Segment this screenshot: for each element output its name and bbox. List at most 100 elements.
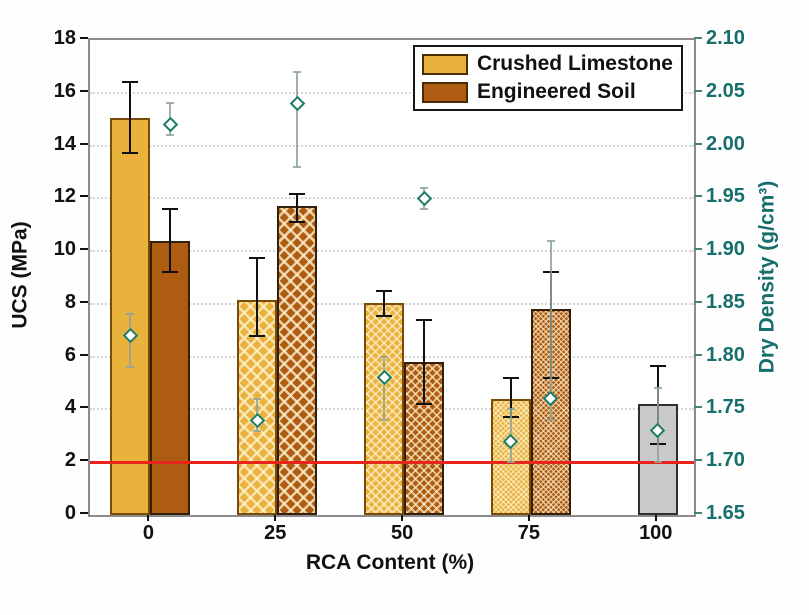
left-axis-tick-14 (80, 142, 88, 145)
plot-area: Crushed Limestone Engineered Soil (88, 38, 696, 517)
x-tick-label-100: 100 (639, 522, 673, 544)
left-axis-tick-6 (80, 353, 88, 356)
error-cap-top-50-es (416, 318, 433, 321)
density-diamond-icon-0-es (162, 116, 179, 133)
bar-25-es (277, 206, 318, 515)
density-cap-bottom-75-cl (506, 461, 515, 464)
gridline-10 (90, 250, 694, 253)
left-axis-tick-0 (80, 512, 88, 514)
left-axis-tick-12 (80, 195, 88, 198)
left-tick-label-14: 14 (53, 132, 76, 155)
right-tick-label-2.00: 2.00 (706, 132, 745, 155)
legend-item-engineered-soil: Engineered Soil (421, 79, 673, 105)
left-tick-label-16: 16 (53, 79, 76, 102)
density-cap-top-25-es (293, 70, 302, 73)
error-cap-bottom-50-cl (376, 314, 393, 317)
right-axis-tick-1.95 (694, 195, 702, 198)
density-cap-top-75-cl (506, 408, 515, 411)
left-tick-label-18: 18 (53, 27, 76, 49)
x-axis-tick-0 (147, 515, 150, 521)
right-axis-tick-2.00 (694, 142, 702, 145)
left-tick-label-6: 6 (64, 343, 76, 366)
reference-line (90, 460, 694, 464)
density-cap-bottom-75-es (546, 419, 555, 421)
density-error-50-cl (383, 356, 386, 420)
density-cap-bottom-25-cl (253, 429, 262, 432)
density-diamond-icon-50-es (416, 190, 432, 207)
right-tick-label-2.10: 2.10 (706, 27, 745, 49)
right-axis-tick-2.10 (694, 37, 702, 39)
x-tick-label-50: 50 (390, 522, 414, 544)
legend-box: Crushed Limestone Engineered Soil (412, 45, 683, 111)
density-cap-top-0-cl (126, 313, 135, 316)
right-axis-tick-1.80 (694, 353, 702, 356)
density-error-75-es (549, 240, 552, 420)
density-cap-top-25-cl (253, 397, 262, 400)
left-tick-label-12: 12 (53, 185, 76, 208)
density-error-25-es (296, 71, 299, 167)
legend-item-crushed-limestone: Crushed Limestone (421, 51, 673, 77)
error-cap-bottom-50-es (416, 403, 433, 406)
error-bar-50-es (423, 319, 426, 405)
error-bar-50-cl (383, 290, 386, 316)
error-cap-top-25-es (289, 193, 306, 196)
gridline-12 (90, 197, 694, 200)
right-axis-tick-1.85 (694, 300, 702, 303)
legend-label-crushed-limestone: Crushed Limestone (476, 52, 673, 75)
right-tick-label-1.80: 1.80 (706, 343, 745, 366)
x-tick-label-75: 75 (517, 522, 541, 544)
error-cap-top-0-es (162, 207, 179, 210)
left-axis-tick-8 (80, 300, 88, 303)
error-bar-75-cl (509, 377, 512, 418)
density-axis-title: Dry Density (g/cm³) (755, 180, 778, 374)
bar-50-es (404, 361, 445, 515)
right-axis-tick-1.65 (694, 512, 702, 514)
error-cap-bottom-25-cl (249, 334, 266, 337)
right-axis-tick-1.70 (694, 459, 702, 462)
error-cap-top-50-cl (376, 289, 393, 292)
right-tick-label-1.95: 1.95 (706, 185, 745, 208)
density-cap-top-50-es (420, 186, 429, 189)
engineered-soil-swatch (421, 81, 468, 103)
density-cap-top-75-es (546, 239, 555, 242)
right-tick-label-2.05: 2.05 (706, 79, 745, 102)
density-cap-top-50-cl (380, 355, 389, 358)
gridline-14 (90, 144, 694, 147)
error-cap-top-0-cl (122, 81, 139, 84)
right-tick-label-1.90: 1.90 (706, 238, 745, 261)
density-cap-bottom-0-es (166, 134, 175, 136)
density-cap-bottom-25-es (293, 165, 302, 168)
right-tick-label-1.70: 1.70 (706, 449, 745, 472)
density-cap-bottom-100-rca (653, 461, 662, 464)
left-axis-tick-16 (80, 89, 88, 92)
left-axis-tick-10 (80, 248, 88, 251)
left-tick-label-0: 0 (64, 502, 76, 524)
right-axis-tick-1.75 (694, 406, 702, 409)
density-cap-bottom-50-es (420, 207, 429, 210)
right-tick-label-1.65: 1.65 (706, 502, 745, 524)
ucs-axis-title: UCS (MPa) (8, 221, 31, 329)
left-axis-tick-18 (80, 37, 88, 39)
error-bar-0-cl (129, 82, 132, 154)
x-axis-title: RCA Content (%) (305, 551, 475, 574)
density-cap-bottom-0-cl (126, 366, 135, 369)
left-tick-label-10: 10 (53, 238, 76, 261)
error-cap-bottom-0-cl (122, 152, 139, 155)
right-axis-tick-2.05 (694, 89, 702, 92)
density-diamond-icon-25-es (289, 95, 306, 112)
error-cap-top-75-cl (502, 376, 519, 379)
error-bar-25-es (296, 194, 299, 223)
x-axis-tick-50 (401, 515, 404, 521)
error-cap-bottom-0-es (162, 271, 179, 274)
bar-0-es (150, 240, 191, 515)
x-axis-tick-75 (527, 515, 530, 521)
right-tick-label-1.85: 1.85 (706, 290, 745, 313)
x-tick-label-25: 25 (264, 522, 287, 544)
gridline-16 (90, 91, 694, 94)
left-tick-label-8: 8 (64, 290, 76, 313)
x-axis-tick-25 (274, 515, 277, 521)
error-cap-top-25-cl (249, 256, 266, 259)
legend-label-engineered-soil: Engineered Soil (476, 80, 636, 103)
density-cap-top-0-es (166, 102, 175, 105)
